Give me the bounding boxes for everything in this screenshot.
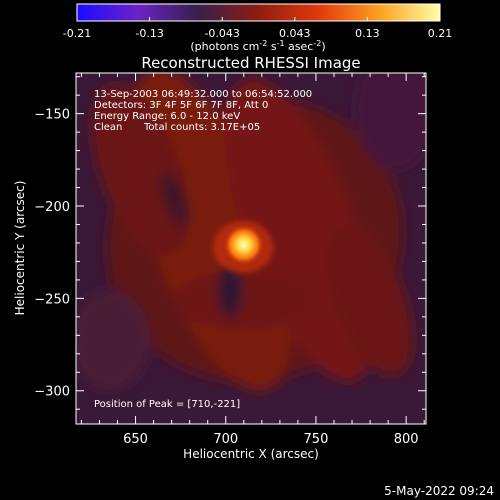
y-axis-ticks: −150 −200 −250 −300	[34, 76, 426, 410]
y-tick-label: −250	[34, 292, 70, 307]
plot-frame	[75, 72, 427, 425]
annotation-counts: Total counts: 3.17E+05	[143, 122, 260, 133]
y-tick-label: −150	[34, 108, 70, 123]
chart-title: Reconstructed RHESSI Image	[141, 54, 360, 72]
colorbar-tick-label: -0.13	[135, 27, 163, 40]
colorbar-tick-label: -0.21	[63, 27, 91, 40]
annotation-peak-position: Position of Peak = [710,-221]	[94, 399, 240, 410]
x-tick-label: 750	[304, 432, 329, 447]
x-axis-ticks: 650 700 750 800	[80, 73, 425, 447]
colorbar-unit: (photons cm-2 s-1 asec-2)	[190, 39, 325, 53]
x-tick-label: 700	[213, 432, 238, 447]
image-area	[76, 73, 426, 424]
y-axis-label: Heliocentric Y (arcsec)	[13, 181, 27, 316]
footer-timestamp: 5-May-2022 09:24	[384, 484, 494, 498]
colorbar	[76, 3, 441, 22]
x-axis-label: Heliocentric X (arcsec)	[183, 447, 319, 461]
colorbar-ticks: -0.21 -0.13 -0.043 0.043 0.13 0.21	[63, 17, 452, 40]
annotation-detectors: Detectors: 3F 4F 5F 6F 7F 8F, Att 0	[94, 100, 268, 111]
annotation-time-range: 13-Sep-2003 06:49:32.000 to 06:54:52.000	[94, 89, 312, 100]
y-tick-label: −200	[34, 200, 70, 215]
annotation-method: Clean	[94, 122, 122, 133]
x-tick-label: 650	[123, 432, 148, 447]
x-tick-label: 800	[394, 432, 419, 447]
colorbar-tick-label: -0.043	[204, 27, 239, 40]
colorbar-tick-label: 0.13	[355, 27, 380, 40]
colorbar-tick-label: 0.043	[279, 27, 311, 40]
annotation-energy: Energy Range: 6.0 - 12.0 keV	[94, 111, 240, 122]
colorbar-tick-label: 0.21	[428, 27, 453, 40]
y-tick-label: −300	[34, 385, 70, 400]
peak-source	[223, 224, 264, 265]
